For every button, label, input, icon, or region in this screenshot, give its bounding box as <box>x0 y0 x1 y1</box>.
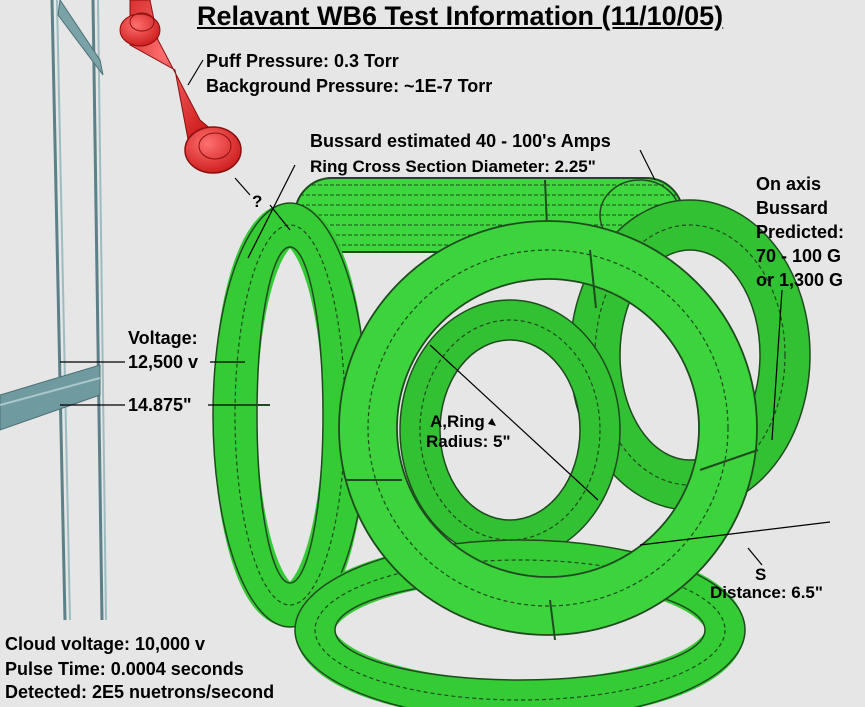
magrid-coils <box>212 177 811 707</box>
voltage-label: Voltage: <box>128 328 198 348</box>
detected-label: Detected: 2E5 nuetrons/second <box>5 682 275 702</box>
question-mark-label: ? <box>252 192 263 211</box>
callout-lines <box>60 59 831 566</box>
on-axis-line2: Bussard <box>756 198 829 218</box>
ring-cross-section-label: Ring Cross Section Diameter: 2.25" <box>310 157 596 176</box>
ring-radius-line2: Radius: 5" <box>426 432 511 451</box>
on-axis-line1: On axis <box>756 174 822 194</box>
radius-arrow-icon <box>488 418 496 426</box>
on-axis-line3: Predicted: <box>756 222 845 242</box>
voltage-value: 12,500 v <box>128 352 199 372</box>
page-title: Relavant WB6 Test Information (11/10/05) <box>197 1 724 31</box>
pulse-time-label: Pulse Time: 0.0004 seconds <box>5 659 244 679</box>
ring-radius-line1: A,Ring <box>430 412 485 431</box>
distance-label: Distance: 6.5" <box>710 583 823 602</box>
puff-tube <box>119 0 242 174</box>
vacuum-frame <box>0 0 107 621</box>
background-pressure-label: Background Pressure: ~1E-7 Torr <box>206 76 493 96</box>
puff-pressure-label: Puff Pressure: 0.3 Torr <box>206 51 399 71</box>
bottom-coil <box>294 539 746 707</box>
on-axis-line5: or 1,300 G <box>756 270 844 290</box>
distance-symbol: S <box>755 565 767 584</box>
bussard-current-label: Bussard estimated 40 - 100's Amps <box>310 131 611 151</box>
cloud-voltage-label: Cloud voltage: 10,000 v <box>5 634 206 654</box>
front-coil <box>338 220 759 641</box>
on-axis-line4: 70 - 100 G <box>756 246 842 266</box>
spacing-label: 14.875" <box>128 395 192 415</box>
